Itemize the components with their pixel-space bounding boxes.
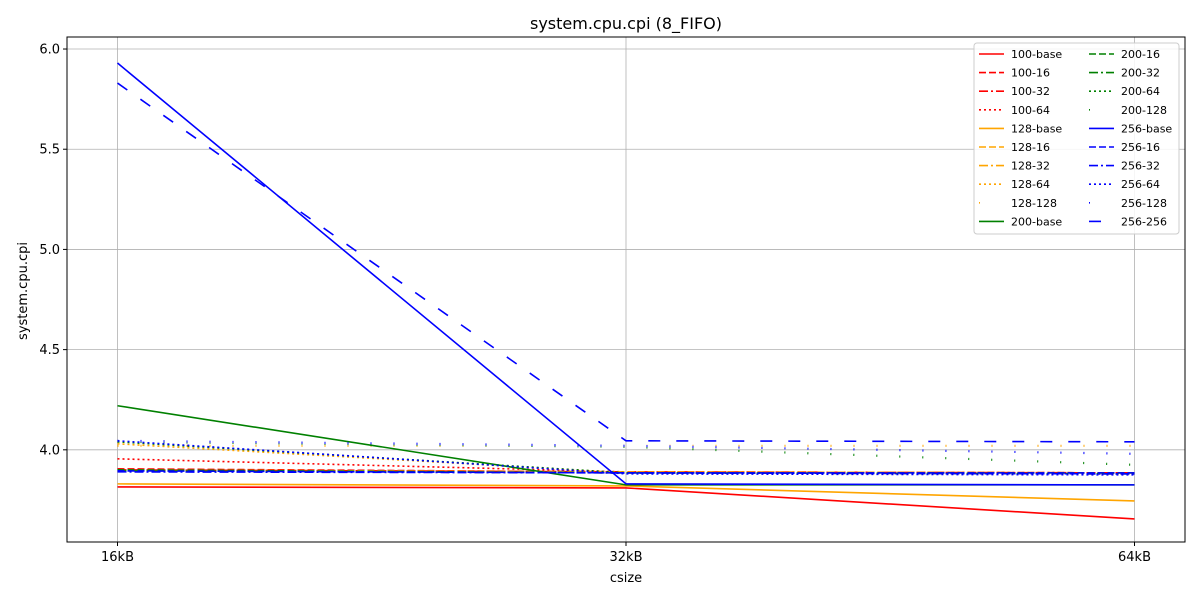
legend-label: 256-64 [1121, 178, 1160, 191]
legend-label: 100-base [1011, 48, 1062, 61]
legend-label: 128-32 [1011, 160, 1050, 173]
plot-lines [116, 62, 1135, 520]
legend-label: 200-64 [1121, 85, 1160, 98]
legend-label: 200-16 [1121, 48, 1160, 61]
y-tick-label: 4.0 [39, 443, 60, 458]
y-axis: 4.0 4.5 5.0 5.5 6.0 [39, 43, 67, 458]
legend-label: 128-16 [1011, 141, 1050, 154]
chart-title: system.cpu.cpi (8_FIFO) [530, 14, 722, 34]
y-tick-label: 5.5 [39, 143, 60, 158]
legend-label: 200-base [1011, 215, 1062, 228]
legend-label: 256-16 [1121, 141, 1160, 154]
x-tick-label: 16kB [101, 550, 134, 565]
series-line-100-base [117, 486, 1135, 520]
legend-label: 128-base [1011, 122, 1062, 135]
x-tick-label: 32kB [610, 550, 643, 565]
x-tick-label: 64kB [1118, 550, 1151, 565]
series-line-128-base [117, 483, 1135, 502]
legend-label: 256-32 [1121, 160, 1160, 173]
y-tick-label: 6.0 [39, 43, 60, 58]
legend-label: 200-32 [1121, 67, 1160, 80]
series-line-256-base [116, 62, 1135, 486]
legend-label: 100-16 [1011, 67, 1050, 80]
legend-label: 100-32 [1011, 85, 1050, 98]
legend-label: 256-128 [1121, 197, 1167, 210]
y-tick-label: 4.5 [39, 343, 60, 358]
legend-label: 100-64 [1011, 104, 1050, 117]
legend-box [973, 42, 1180, 235]
legend-label: 128-64 [1011, 178, 1050, 191]
legend-label: 128-128 [1011, 197, 1057, 210]
y-axis-label: system.cpu.cpi [16, 242, 31, 340]
legend: 100-base 100-16 100-32 100-64 128-base 128-16… [973, 42, 1180, 235]
x-axis-label: csize [610, 571, 642, 586]
series-line-256-256 [117, 82, 1135, 443]
legend-label: 256-256 [1121, 215, 1167, 228]
legend-label: 256-base [1121, 122, 1172, 135]
y-tick-label: 5.0 [39, 243, 60, 258]
legend-label: 200-128 [1121, 104, 1167, 117]
x-axis: 16kB 32kB 64kB [101, 542, 1151, 565]
